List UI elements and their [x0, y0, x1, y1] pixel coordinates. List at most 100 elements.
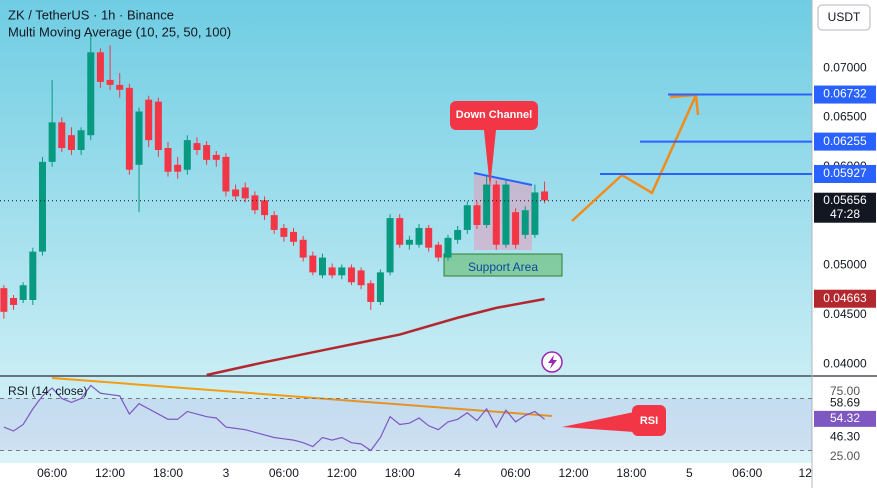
candle-body	[154, 101, 162, 150]
y-tick-label: 0.06500	[823, 110, 867, 124]
candle-body	[29, 251, 37, 300]
rsi-line	[3, 384, 545, 452]
candle-body	[502, 184, 510, 245]
candle-body	[357, 270, 365, 286]
candle-body	[405, 239, 413, 245]
candle-body	[116, 84, 124, 90]
level-label: 0.06732	[823, 87, 867, 101]
countdown-label: 47:28	[830, 207, 860, 221]
candle-body	[328, 267, 336, 276]
candle-body	[145, 99, 153, 141]
time-axis-panel	[0, 463, 812, 488]
candle-body	[183, 140, 191, 170]
candle-body	[222, 156, 230, 192]
x-tick-label: 5	[686, 466, 693, 480]
candle-body	[463, 205, 471, 230]
currency-button[interactable]	[817, 4, 871, 31]
x-tick-label: 4	[454, 466, 461, 480]
candle-body	[212, 154, 220, 160]
candle-body	[0, 288, 8, 312]
candle-body	[444, 237, 452, 258]
candle-body	[58, 122, 66, 149]
candle-body	[454, 229, 462, 240]
x-tick-label: 12	[799, 466, 813, 480]
x-tick-label: 12:00	[95, 466, 125, 480]
candle-body	[434, 244, 442, 258]
rsi-callout-label: RSI	[640, 415, 658, 427]
candle-body	[473, 205, 481, 225]
x-tick-label: 12:00	[327, 466, 357, 480]
moving-average	[206, 297, 545, 377]
rsi-title: RSI (14, close)	[8, 384, 87, 398]
x-tick-label: 06:00	[732, 466, 762, 480]
level-label: 0.06255	[823, 134, 867, 148]
callout-box	[450, 101, 538, 130]
candle-body	[125, 87, 133, 170]
y-tick-label: 0.04000	[823, 356, 867, 370]
rsi-marker-label: 54.32	[830, 411, 860, 425]
candle-body	[251, 195, 259, 211]
candle-body	[318, 257, 326, 276]
candle-body	[338, 267, 346, 276]
candle-body	[396, 218, 404, 245]
candle-body	[376, 272, 384, 302]
price-axis-panel	[812, 0, 877, 488]
candle-body	[386, 218, 394, 273]
x-tick-label: 18:00	[153, 466, 183, 480]
data-marks	[0, 33, 812, 452]
candle-body	[164, 148, 172, 172]
candle-body	[347, 267, 355, 283]
candle-body	[290, 231, 298, 242]
indicator-title: Multi Moving Average (10, 25, 50, 100)	[8, 24, 231, 39]
support-area-label: Support Area	[468, 260, 538, 274]
last-price-badge	[814, 192, 876, 223]
currency-label: USDT	[828, 10, 861, 24]
x-tick-label: 18:00	[616, 466, 646, 480]
candle-body	[203, 145, 211, 160]
candle-body	[19, 285, 27, 300]
candle-body	[299, 239, 307, 258]
rsi-value-badge	[814, 410, 876, 427]
candle-body	[241, 187, 249, 199]
candle-body	[87, 52, 95, 136]
candle-body	[135, 111, 143, 165]
level-badge	[814, 85, 876, 104]
candle-body	[541, 191, 549, 201]
rsi-callout-pointer	[562, 412, 634, 432]
lightning	[548, 355, 557, 369]
candle-body	[48, 122, 56, 162]
support-area-box	[443, 253, 563, 277]
rsi-band	[0, 398, 812, 451]
candle-body	[492, 184, 500, 245]
candle-body	[38, 161, 46, 252]
candle-body	[531, 192, 539, 235]
rsi-marker-label: 46.30	[830, 429, 860, 443]
channel-top-line	[473, 172, 533, 186]
candle-body	[67, 135, 75, 150]
candle-body	[280, 227, 288, 237]
candle-body	[10, 298, 18, 305]
ma-label: 0.04663	[823, 291, 867, 305]
callout-pointer	[484, 130, 496, 188]
chart-title: ZK / TetherUS · 1h · Binance	[8, 7, 174, 22]
last-price-label: 0.05656	[823, 193, 867, 207]
candle-body	[415, 227, 423, 245]
candle-body	[96, 52, 104, 82]
y-tick-label: 25.00	[830, 449, 860, 463]
y-tick-label: 0.07000	[823, 60, 867, 74]
rsi-marker-label: 58.69	[830, 395, 860, 409]
x-tick-label: 18:00	[385, 466, 415, 480]
candle-body	[193, 143, 201, 150]
ma-badge	[814, 289, 876, 308]
candle-body	[425, 227, 433, 248]
x-tick-label: 12:00	[559, 466, 589, 480]
x-tick-label: 06:00	[37, 466, 67, 480]
x-tick-label: 06:00	[269, 466, 299, 480]
level-label: 0.05927	[823, 166, 867, 180]
rsi-callout-box	[632, 405, 666, 436]
down-channel-label: Down Channel	[456, 109, 532, 121]
y-tick-label: 0.04500	[823, 307, 867, 321]
y-tick-label: 0.05000	[823, 258, 867, 272]
